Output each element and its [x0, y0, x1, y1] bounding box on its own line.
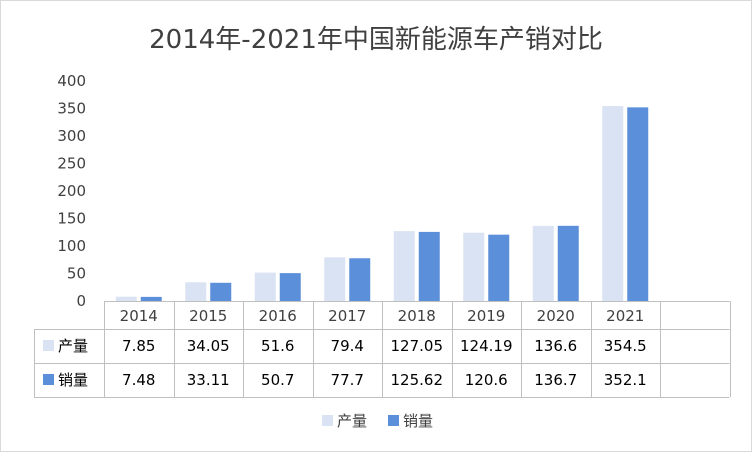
bar-sales-2020	[557, 225, 579, 301]
y-tick-label: 400	[57, 72, 86, 90]
data-label: 50.7	[261, 371, 294, 389]
data-label: 354.5	[604, 337, 647, 355]
y-tick-label: 100	[57, 237, 86, 255]
data-label: 51.6	[261, 337, 294, 355]
bar-sales-2018	[418, 231, 440, 301]
bar-production-2019	[463, 232, 485, 301]
legend-label: 产量	[337, 412, 367, 430]
bar-production-2020	[532, 225, 554, 301]
y-tick-label: 150	[57, 210, 86, 228]
y-tick-label: 0	[76, 292, 86, 310]
bar-production-2016	[254, 272, 276, 301]
table-series-label: 产量	[58, 337, 88, 355]
bar-sales-2015	[210, 282, 232, 301]
data-label: 352.1	[604, 371, 647, 389]
x-tick-label: 2014	[120, 307, 158, 325]
x-tick-label: 2016	[259, 307, 297, 325]
bar-sales-2021	[627, 107, 649, 301]
table-series-label: 销量	[58, 371, 88, 389]
data-label: 34.05	[187, 337, 230, 355]
legend-swatch-production	[322, 415, 333, 426]
data-label: 120.6	[465, 371, 508, 389]
chart-title: 2014年-2021年中国新能源车产销对比	[149, 25, 603, 55]
data-label: 33.11	[187, 371, 230, 389]
bar-production-2017	[324, 257, 346, 301]
bars	[115, 106, 649, 302]
y-axis: 0 50 100 150 200 250 300 350 400	[57, 72, 86, 310]
data-label: 7.85	[122, 337, 155, 355]
x-tick-label: 2015	[189, 307, 227, 325]
bar-sales-2017	[349, 258, 371, 301]
bar-production-2014	[115, 296, 137, 301]
x-tick-label: 2019	[467, 307, 505, 325]
table-legend-swatch	[43, 340, 54, 351]
bar-sales-2014	[140, 296, 162, 301]
y-tick-label: 250	[57, 155, 86, 173]
data-table: 2014 2015 2016 2017 2018 2019 2020 2021 产量 7.85 34…	[34, 301, 731, 398]
bar-sales-2019	[488, 234, 510, 301]
bar-production-2018	[393, 231, 415, 301]
legend-swatch-sales	[388, 415, 399, 426]
y-tick-label: 200	[57, 182, 86, 200]
data-label: 125.62	[391, 371, 444, 389]
data-label: 127.05	[391, 337, 444, 355]
data-label: 124.19	[460, 337, 513, 355]
data-label: 136.7	[534, 371, 577, 389]
x-tick-label: 2018	[398, 307, 436, 325]
legend-label: 销量	[403, 412, 433, 430]
x-tick-label: 2020	[537, 307, 575, 325]
y-tick-label: 300	[57, 127, 86, 145]
data-label: 77.7	[331, 371, 364, 389]
bar-production-2021	[602, 106, 624, 302]
y-tick-label: 50	[67, 265, 86, 283]
x-tick-label: 2021	[606, 307, 644, 325]
data-label: 136.6	[534, 337, 577, 355]
x-tick-label: 2017	[328, 307, 366, 325]
y-tick-label: 350	[57, 100, 86, 118]
legend: 产量 销量	[322, 412, 433, 430]
bar-sales-2016	[279, 273, 301, 301]
bar-production-2015	[185, 282, 207, 301]
data-label: 7.48	[122, 371, 155, 389]
table-legend-swatch	[43, 374, 54, 385]
data-label: 79.4	[331, 337, 364, 355]
